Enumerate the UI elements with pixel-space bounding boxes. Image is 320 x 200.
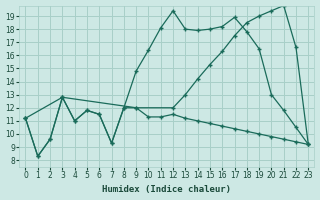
X-axis label: Humidex (Indice chaleur): Humidex (Indice chaleur) bbox=[102, 185, 231, 194]
